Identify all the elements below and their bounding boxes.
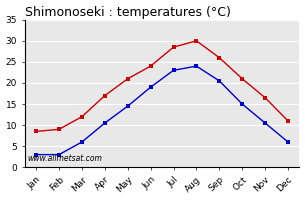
Text: www.allmetsat.com: www.allmetsat.com <box>27 154 102 163</box>
Text: Shimonoseki : temperatures (°C): Shimonoseki : temperatures (°C) <box>25 6 231 19</box>
